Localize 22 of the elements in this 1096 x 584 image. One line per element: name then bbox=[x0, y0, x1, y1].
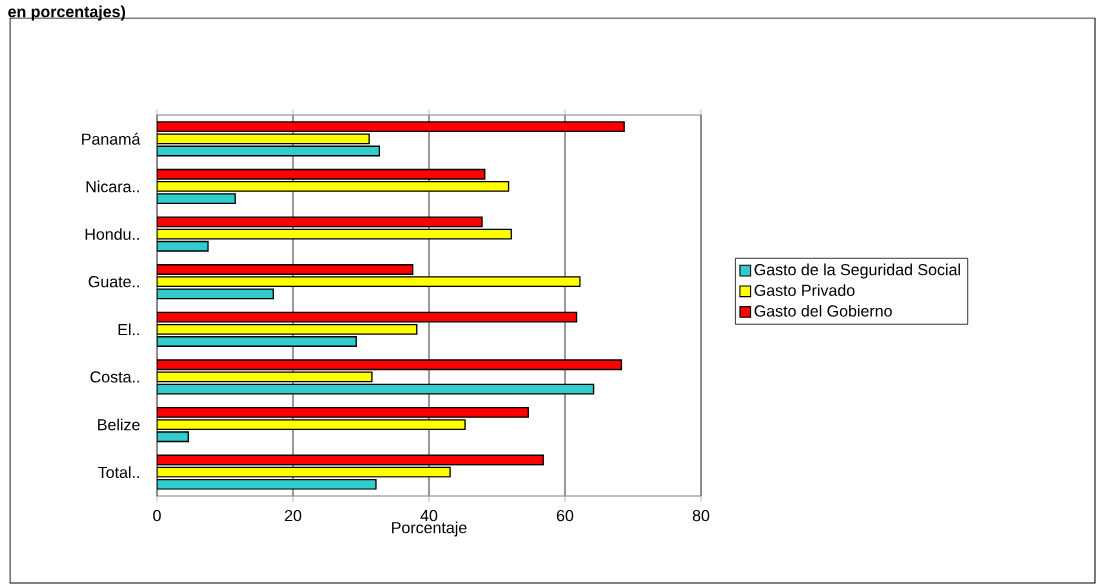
bar bbox=[157, 336, 357, 347]
x-tick-label: 20 bbox=[284, 509, 302, 522]
x-tick-label: 40 bbox=[420, 509, 438, 522]
y-tick-label: Nicara.. bbox=[86, 180, 139, 193]
bar bbox=[157, 181, 510, 192]
y-tick-label: Panamá bbox=[82, 132, 141, 145]
x-tick-label: 60 bbox=[556, 509, 574, 522]
y-tick-label: Costa.. bbox=[90, 371, 139, 383]
bar bbox=[157, 419, 466, 430]
y-tick-label: El.. bbox=[118, 323, 139, 336]
y-tick-label: Belize bbox=[98, 418, 140, 431]
y-tick-label: Hondu.. bbox=[85, 228, 139, 240]
legend-label: Gasto del Gobierno bbox=[754, 304, 892, 317]
x-tick-label: 80 bbox=[692, 509, 710, 522]
y-tick-label: Guate.. bbox=[88, 276, 139, 288]
x-tick-label: 0 bbox=[153, 509, 161, 522]
chart-title: en porcentajes) bbox=[8, 5, 126, 21]
y-tick-label: Total.. bbox=[98, 466, 139, 479]
x-axis-title: Porcentaje bbox=[392, 521, 467, 537]
bar bbox=[157, 264, 414, 275]
legend-label: Gasto Privado bbox=[754, 284, 855, 297]
legend-label: Gasto de la Seguridad Social bbox=[754, 263, 960, 279]
